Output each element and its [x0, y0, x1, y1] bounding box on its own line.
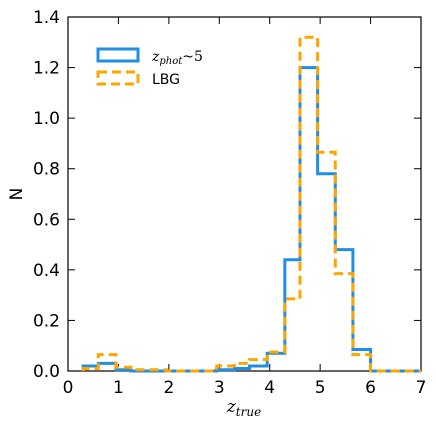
legend-zphot-sub: phot	[159, 56, 183, 67]
y-tick-label-2: 0.4	[33, 261, 60, 281]
plot-area-frame	[67, 16, 422, 372]
y-tick-label-1: 0.2	[33, 311, 60, 331]
axis-ticks	[67, 16, 422, 372]
legend-swatch-lbg	[96, 70, 140, 86]
x-axis-label-sub: true	[236, 405, 261, 419]
x-tick-label-4: 4	[264, 378, 275, 398]
y-tick-label-5: 1.0	[33, 109, 60, 129]
histogram-series-0	[81, 66, 421, 373]
x-tick-label-0: 0	[63, 378, 74, 398]
x-tick-label-7: 7	[416, 378, 427, 398]
legend-zphot-main: z	[151, 49, 160, 65]
y-axis-label: N	[7, 188, 27, 201]
x-tick-label-6: 6	[365, 378, 376, 398]
histogram-series	[81, 35, 421, 373]
x-tick-label-2: 2	[163, 378, 174, 398]
y-tick-label-0: 0.0	[33, 362, 60, 382]
y-tick-label-7: 1.4	[33, 8, 60, 28]
x-axis-label-main: z	[226, 397, 237, 417]
x-tick-label-5: 5	[315, 378, 326, 398]
legend-label-zphot: zphot~5	[151, 49, 203, 67]
legend-zphot-suffix: ~5	[182, 49, 203, 65]
legend: zphot~5 LBG	[96, 47, 203, 88]
y-tick-label-3: 0.6	[33, 210, 60, 230]
legend-label-lbg: LBG	[152, 72, 180, 88]
y-tick-label-6: 1.2	[33, 59, 60, 79]
y-tick-label-4: 0.8	[33, 160, 60, 180]
x-axis-label: ztrue	[226, 397, 261, 419]
histogram-series-1	[81, 35, 421, 373]
axis-tick-labels: 0 1 2 3 4 5 6 7 0.0 0.2 0.4 0.6 0.8 1.0 1.2 1.4	[33, 8, 426, 398]
x-tick-label-3: 3	[214, 378, 225, 398]
x-tick-label-1: 1	[113, 378, 124, 398]
legend-swatch-zphot	[96, 47, 140, 63]
